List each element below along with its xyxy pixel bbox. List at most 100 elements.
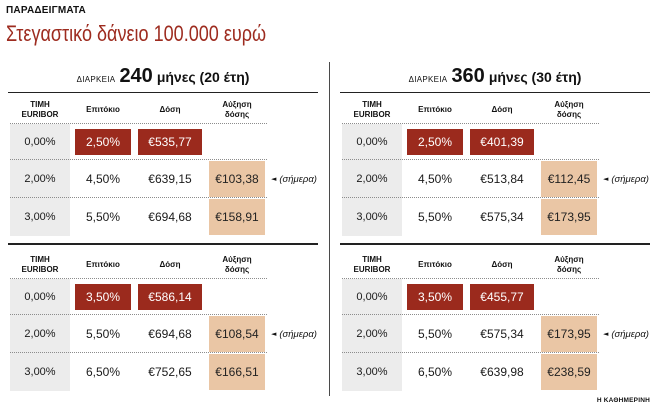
payment-cell: €401,39: [468, 124, 536, 160]
increase-cell: €103,38: [207, 160, 267, 198]
payment-value: €752,65: [148, 365, 192, 379]
column-header-euribor: ΤΙΜΗ EURIBOR: [10, 251, 70, 279]
column-header-payment: Δόση: [468, 251, 536, 279]
annotation-cell: ◄ (σήμερα): [270, 315, 318, 353]
column-header-payment: Δόση: [136, 251, 204, 279]
payment-value: €455,77: [470, 284, 534, 310]
rate-cell: 3,50%: [73, 279, 133, 315]
column-header-euribor-text: ΤΙΜΗ: [30, 100, 50, 109]
rate-value: 5,50%: [417, 210, 453, 224]
euribor-cell: 3,00%: [10, 353, 70, 391]
column-header-rate: Επιτόκιο: [73, 96, 133, 124]
rate-value: 6,50%: [417, 365, 453, 379]
column-header-euribor-text: EURIBOR: [21, 110, 59, 119]
today-label: (σήμερα): [611, 173, 649, 185]
increase-value: €112,45: [541, 161, 597, 197]
increase-value: €238,59: [541, 354, 597, 390]
annotation-cell: ◄ (σήμερα): [602, 315, 650, 353]
annotation-cell: [270, 353, 318, 391]
column-header-rate: Επιτόκιο: [405, 96, 465, 124]
increase-cell: €158,91: [207, 198, 267, 236]
column-header-euribor: ΤΙΜΗ EURIBOR: [10, 96, 70, 124]
euribor-cell: 3,00%: [342, 353, 402, 391]
payment-cell: €575,34: [468, 198, 536, 236]
annotation-cell: [270, 279, 318, 315]
payment-cell: €639,98: [468, 353, 536, 391]
column-divider: [329, 62, 330, 396]
euribor-cell: 2,00%: [10, 315, 70, 353]
increase-cell: €173,95: [539, 315, 599, 353]
euribor-cell: 3,00%: [342, 198, 402, 236]
column-header-increase-text: δόσης: [556, 110, 582, 119]
duration-label: ΔΙΑΡΚΕΙΑ: [76, 75, 116, 84]
column-header-euribor-text: EURIBOR: [353, 110, 391, 119]
payment-value: €575,34: [480, 210, 524, 224]
euribor-value: 0,00%: [24, 291, 56, 303]
header-spacer: [602, 251, 650, 279]
column-header-increase-text: δόσης: [556, 265, 582, 274]
increase-cell: [539, 279, 599, 315]
annotation-cell: [602, 279, 650, 315]
annotation-cell: [270, 124, 318, 160]
rate-value: 3,50%: [407, 284, 463, 310]
euribor-cell: 3,00%: [10, 198, 70, 236]
source-credit: Η ΚΑΘΗΜΕΡΙΝΗ: [596, 397, 650, 404]
euribor-value: 3,00%: [356, 366, 388, 378]
rate-cell: 2,50%: [73, 124, 133, 160]
rate-table: ΤΙΜΗ EURIBOR Επιτόκιο Δόση Αύξηση δόσης 0,00% 3…: [8, 251, 318, 391]
header-spacer: [602, 96, 650, 124]
increase-cell: €173,95: [539, 198, 599, 236]
panel-360-months: ΔΙΑΡΚΕΙΑ 360 μήνες (30 έτη) ΤΙΜΗ EURIBOR Ε…: [340, 62, 650, 394]
payment-value: €401,39: [470, 129, 534, 155]
rate-value: 5,50%: [417, 327, 453, 341]
annotation-cell: [602, 353, 650, 391]
increase-value: €108,54: [209, 316, 265, 352]
column-header-increase-text: Αύξηση: [222, 100, 252, 109]
table-header-row: ΤΙΜΗ EURIBOR Επιτόκιο Δόση Αύξηση δόσης: [340, 96, 650, 124]
column-header-payment: Δόση: [136, 96, 204, 124]
rate-cell: 5,50%: [73, 315, 133, 353]
table-row: 0,00% 2,50% €401,39: [340, 124, 650, 160]
column-header-euribor-text: EURIBOR: [353, 265, 391, 274]
payment-cell: €513,84: [468, 160, 536, 198]
chart-title: Στεγαστικό δάνειο 100.000 ευρώ: [6, 21, 267, 46]
header-rule: [340, 92, 650, 93]
euribor-cell: 2,00%: [342, 315, 402, 353]
payment-value: €639,98: [480, 365, 524, 379]
column-header-increase-text: δόσης: [224, 110, 250, 119]
rate-cell: 5,50%: [405, 198, 465, 236]
rate-value: 2,50%: [75, 129, 131, 155]
euribor-cell: 2,00%: [10, 160, 70, 198]
euribor-value: 2,00%: [356, 173, 388, 185]
duration-header: ΔΙΑΡΚΕΙΑ 240 μήνες (20 έτη): [8, 65, 318, 91]
rate-cell: 6,50%: [405, 353, 465, 391]
table-header-row: ΤΙΜΗ EURIBOR Επιτόκιο Δόση Αύξηση δόσης: [8, 251, 318, 279]
payment-cell: €694,68: [136, 198, 204, 236]
table-row: 3,00% 6,50% €752,65 €166,51: [8, 353, 318, 391]
table-row: 0,00% 3,50% €586,14: [8, 279, 318, 315]
duration-term: μήνες (30 έτη): [488, 69, 582, 85]
rate-cell: 4,50%: [73, 160, 133, 198]
euribor-cell: 0,00%: [342, 279, 402, 315]
column-header-euribor: ΤΙΜΗ EURIBOR: [342, 251, 402, 279]
rate-table: ΤΙΜΗ EURIBOR Επιτόκιο Δόση Αύξηση δόσης 0,00% 2…: [8, 96, 318, 236]
rate-value: 4,50%: [417, 172, 453, 186]
column-header-payment-text: Δόση: [159, 260, 181, 269]
payment-cell: €586,14: [136, 279, 204, 315]
column-header-increase-text: Αύξηση: [222, 255, 252, 264]
increase-value: €166,51: [209, 354, 265, 390]
header-spacer: [270, 96, 318, 124]
annotation-cell: [602, 198, 650, 236]
euribor-value: 3,00%: [24, 211, 56, 223]
duration-header: ΔΙΑΡΚΕΙΑ 360 μήνες (30 έτη): [340, 65, 650, 91]
column-header-payment-text: Δόση: [491, 260, 513, 269]
column-header-rate: Επιτόκιο: [405, 251, 465, 279]
euribor-cell: 0,00%: [10, 124, 70, 160]
euribor-cell: 0,00%: [342, 124, 402, 160]
euribor-value: 3,00%: [24, 366, 56, 378]
column-header-increase: Αύξηση δόσης: [539, 251, 599, 279]
column-header-increase: Αύξηση δόσης: [207, 251, 267, 279]
table-row: 3,00% 5,50% €694,68 €158,91: [8, 198, 318, 236]
table-separator-rule: [340, 243, 650, 245]
column-header-payment-text: Δόση: [159, 105, 181, 114]
